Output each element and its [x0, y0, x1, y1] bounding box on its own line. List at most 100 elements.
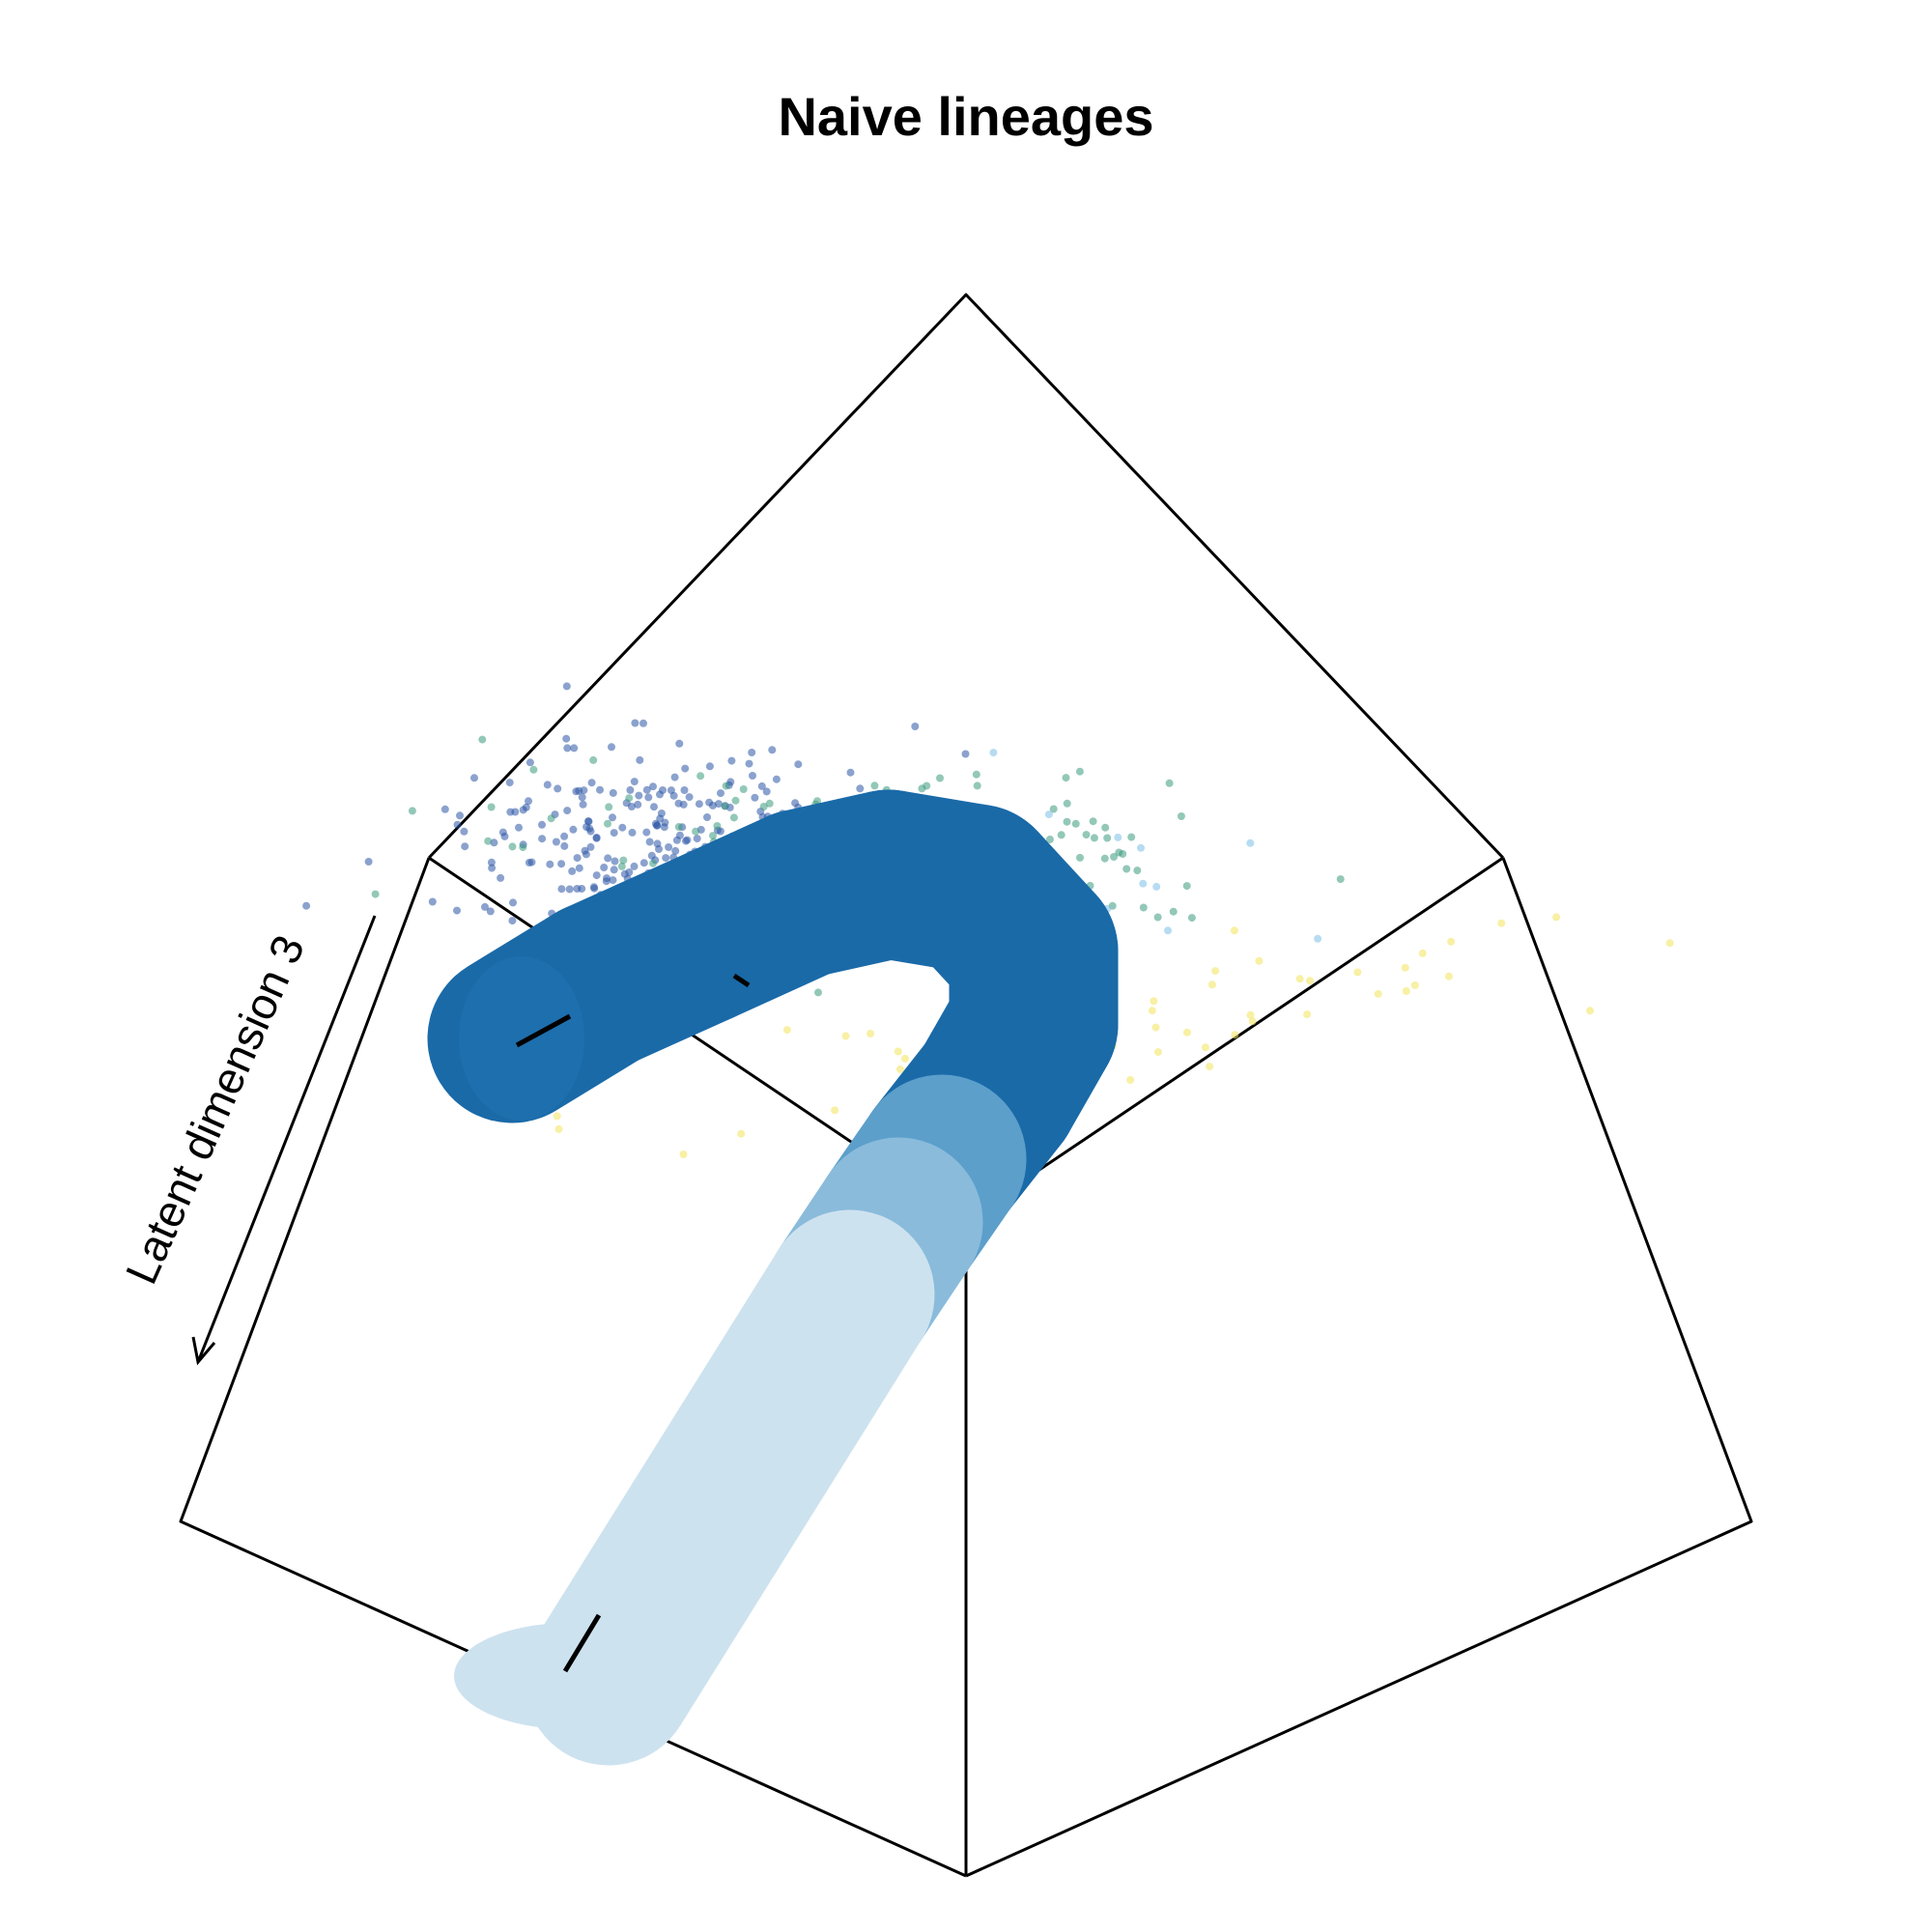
scatter-point	[1187, 914, 1196, 923]
scatter-point	[1183, 1028, 1191, 1037]
scatter-point	[682, 837, 690, 845]
scatter-point	[675, 739, 684, 748]
tube-end-cap	[454, 1623, 686, 1729]
scatter-point	[585, 824, 594, 833]
scatter-point	[592, 871, 601, 880]
scatter-point	[519, 843, 527, 852]
scatter-point	[600, 864, 609, 871]
scatter-point	[592, 834, 601, 842]
scatter-point	[645, 838, 654, 846]
scatter-point	[714, 800, 723, 809]
scatter-point	[1410, 981, 1419, 989]
scatter-point	[490, 838, 498, 847]
scatter-point	[589, 883, 598, 892]
scatter-point	[1246, 838, 1255, 847]
scatter-point	[428, 897, 437, 906]
scatter-point	[650, 803, 658, 811]
scatter-point	[1137, 843, 1145, 852]
scatter-point	[867, 1030, 875, 1037]
scatter-point	[364, 858, 373, 866]
scatter-point	[505, 779, 514, 787]
scatter-point	[1306, 977, 1314, 985]
scatter-point	[692, 827, 700, 836]
scatter-point	[604, 819, 611, 828]
scatter-point	[538, 835, 547, 843]
scatter-point	[1122, 865, 1131, 873]
scatter-point	[587, 779, 596, 787]
scatter-point	[609, 876, 617, 885]
scatter-point	[1248, 1017, 1257, 1026]
scatter-point	[563, 807, 572, 815]
z-axis-arrow-line	[196, 915, 377, 1363]
scatter-point	[604, 854, 612, 863]
scatter-point	[856, 784, 865, 793]
scatter-point	[745, 759, 753, 768]
scatter-point	[1153, 913, 1162, 922]
scatter-point	[453, 906, 461, 915]
scatter-point	[573, 885, 582, 893]
scatter-point	[1303, 1010, 1312, 1019]
scatter-point	[589, 755, 598, 764]
scatter-point	[762, 787, 771, 796]
scatter-point	[649, 782, 657, 791]
scatter-point	[580, 786, 588, 795]
scatter-point	[453, 820, 462, 829]
scatter-point	[1153, 1048, 1162, 1057]
scatter-point	[656, 790, 664, 799]
trajectory-tube	[427, 789, 1119, 1766]
scatter-point	[508, 917, 517, 925]
scatter-point	[894, 1047, 902, 1056]
scatter-point	[1151, 1023, 1160, 1032]
scatter-point	[1208, 980, 1216, 989]
scatter-point	[636, 755, 644, 764]
scatter-point	[657, 810, 666, 817]
scatter-point	[665, 843, 673, 851]
scatter-point	[870, 781, 879, 790]
scatter-point	[581, 846, 589, 855]
scatter-point	[674, 823, 683, 831]
scatter-point	[484, 837, 493, 845]
scatter-point	[302, 901, 311, 910]
scatter-point	[408, 807, 416, 815]
scatter-point	[846, 768, 855, 777]
scatter-point	[1076, 853, 1084, 862]
scatter-point	[529, 765, 538, 774]
scatter-point	[1255, 956, 1264, 965]
scatter-point	[1314, 934, 1322, 943]
scatter-point	[695, 800, 703, 809]
scatter-point	[554, 1124, 563, 1133]
scatter-point	[610, 866, 618, 874]
scatter-point	[731, 796, 740, 805]
scatter-point	[748, 749, 756, 756]
scatter-point	[737, 1129, 746, 1138]
scatter-point	[579, 800, 587, 809]
scatter-point	[989, 749, 998, 757]
scatter-point	[696, 772, 705, 781]
scatter-point	[1044, 810, 1053, 819]
scatter-point	[526, 758, 534, 767]
scatter-point	[562, 734, 571, 743]
chart-title: Naive lineages	[778, 86, 1153, 147]
scatter-point	[772, 775, 781, 783]
scatter-point	[703, 813, 711, 821]
scatter-point	[562, 682, 571, 691]
scatter-point	[570, 744, 579, 753]
scatter-point	[961, 750, 970, 758]
scatter-point	[1045, 836, 1054, 843]
scatter-point	[609, 788, 617, 797]
scatter-point	[371, 890, 380, 898]
scatter-point	[831, 1106, 839, 1115]
scatter-point	[674, 799, 683, 808]
scatter-point	[705, 762, 714, 771]
scatter-point	[631, 719, 639, 727]
scatter-point	[1133, 867, 1142, 875]
scatter-point	[814, 988, 822, 997]
tube-marker-line	[515, 1013, 572, 1048]
scatter-point	[765, 799, 774, 808]
scatter-point	[1049, 805, 1058, 813]
scatter-point	[557, 885, 566, 894]
tube-marker-line	[562, 1613, 602, 1673]
scatter-point	[1063, 817, 1071, 826]
scatter-point	[440, 805, 449, 813]
scatter-point	[1201, 1043, 1209, 1052]
